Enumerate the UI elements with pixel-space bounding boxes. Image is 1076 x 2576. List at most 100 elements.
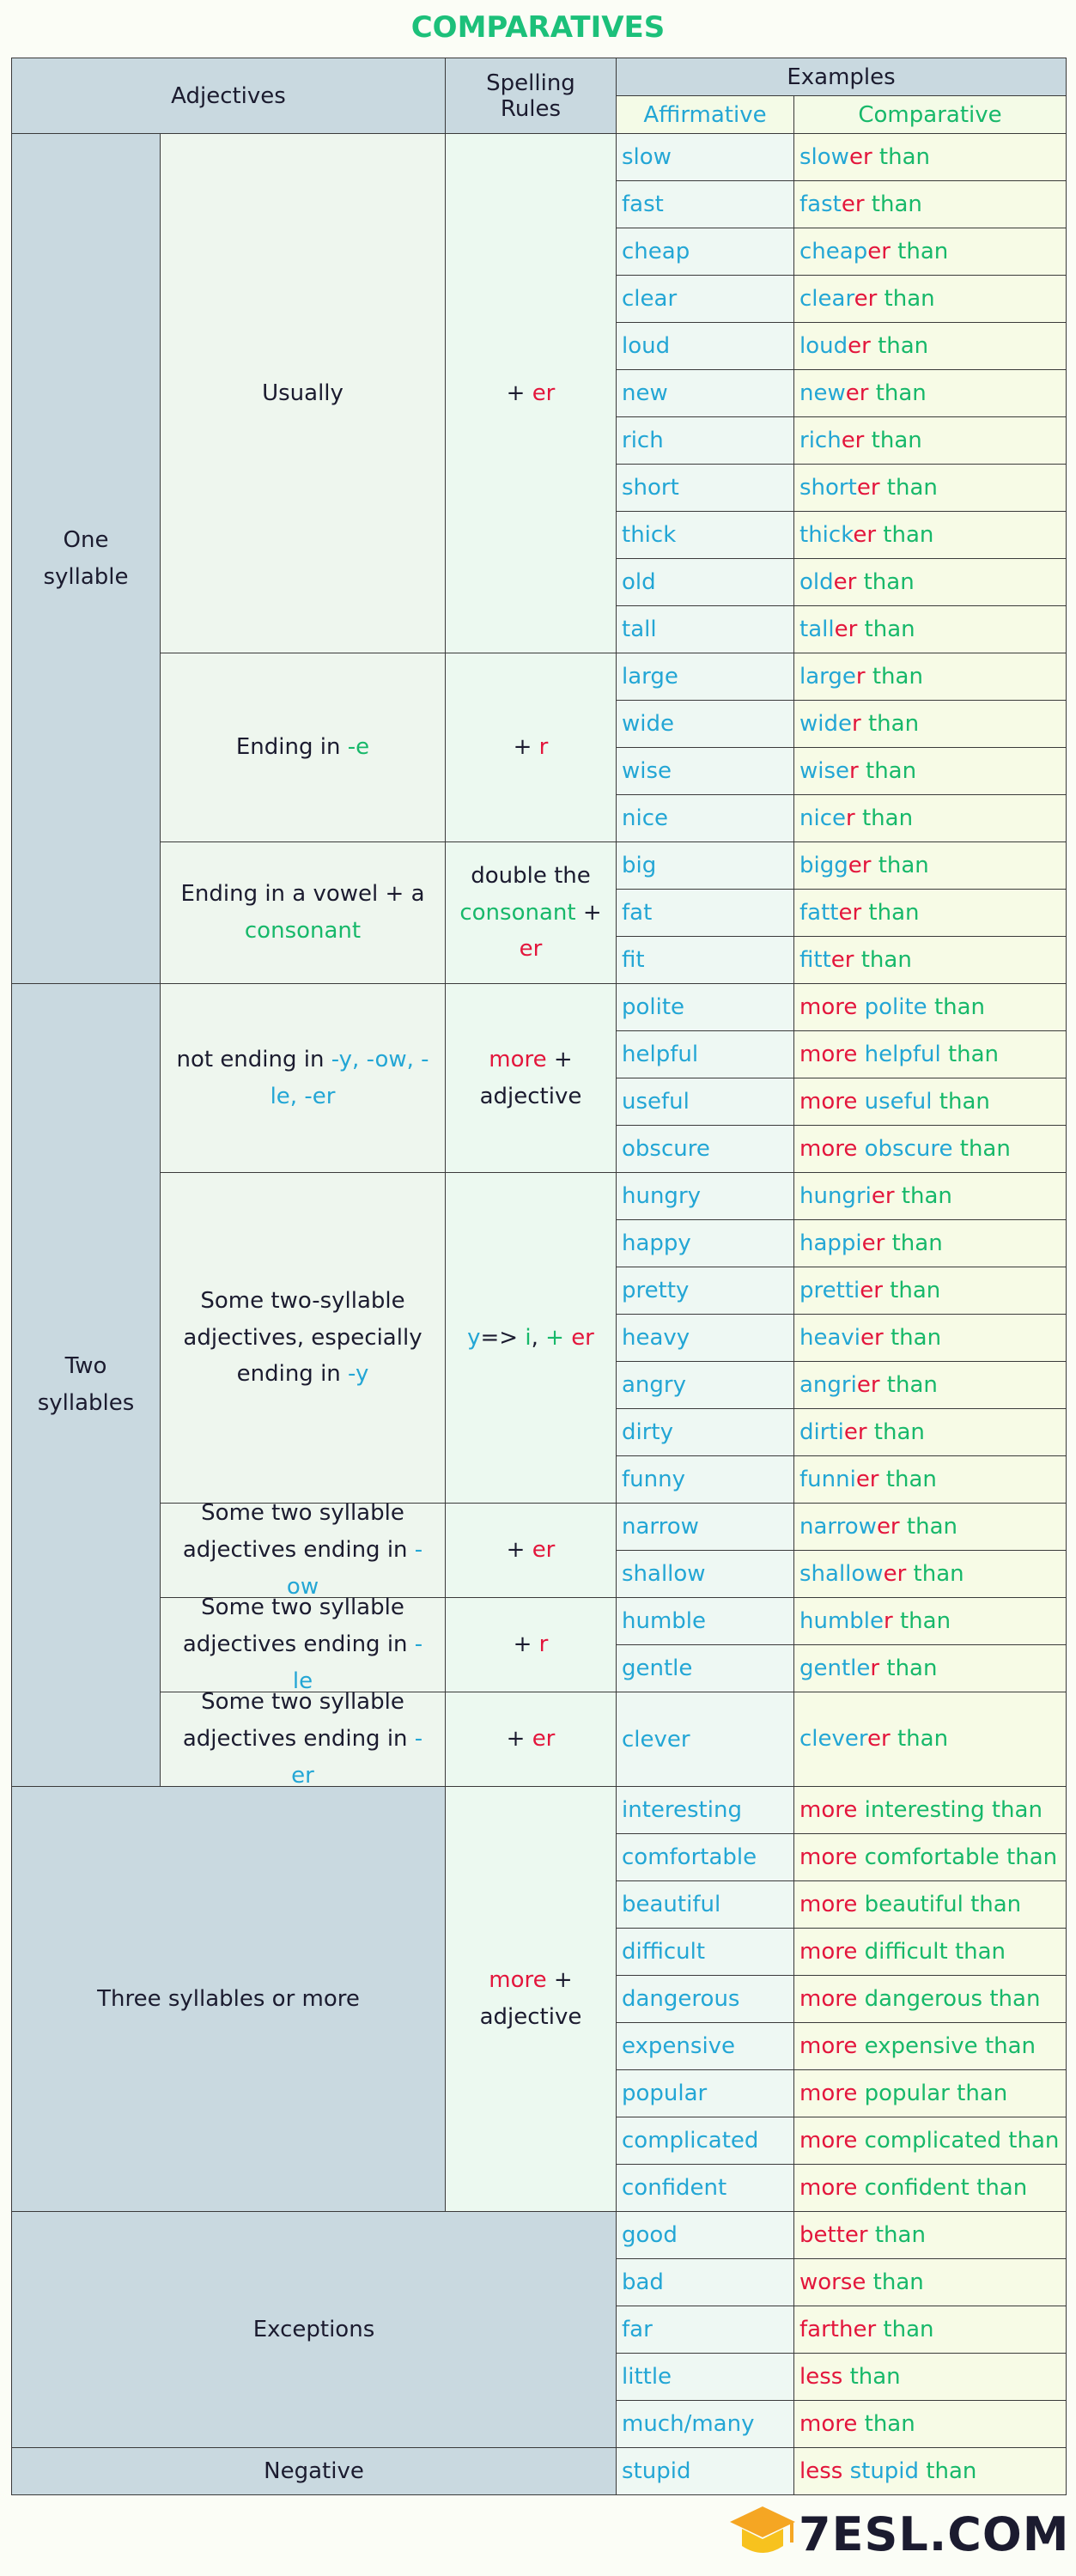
subgroup-label-cell: not ending in -y, -ow, -le, -er xyxy=(160,983,446,1173)
affirmative-cell: humble xyxy=(616,1597,794,1645)
affirmative-text: clear xyxy=(622,286,678,312)
text-part: wise xyxy=(799,757,850,784)
header-cell: Adjectives xyxy=(11,58,446,134)
text-part: er xyxy=(848,852,872,878)
text-part: er xyxy=(855,1466,879,1492)
rule-text: double the consonant + er xyxy=(456,858,605,969)
comparative-cell: wiser than xyxy=(793,747,1067,795)
text-part: than xyxy=(879,474,938,501)
affirmative-text: humble xyxy=(622,1608,707,1634)
text-part: than xyxy=(940,1041,1000,1067)
group-label-cell: Exceptions xyxy=(11,2211,617,2448)
rule-text: + er xyxy=(507,375,556,412)
text-part: than xyxy=(868,380,927,406)
comparative-cell: happier than xyxy=(793,1219,1067,1267)
comparative-text: bigger than xyxy=(799,848,929,884)
subgroup-label-cell: Some two syllable adjectives ending in -… xyxy=(160,1689,446,1789)
group-label-cell: Three syllables or more xyxy=(11,1786,446,2212)
text-part: more xyxy=(799,1985,865,2012)
text-part: more xyxy=(799,2174,865,2201)
affirmative-text: angry xyxy=(622,1372,686,1398)
text-part: than xyxy=(864,191,922,217)
comparative-text: more interesting than xyxy=(799,1792,1043,1829)
text-part: useful xyxy=(864,1088,933,1115)
text-part: more xyxy=(799,2410,858,2437)
comparative-cell: narrower than xyxy=(793,1503,1067,1551)
comparative-cell: shorter than xyxy=(793,464,1067,512)
comparative-cell: thicker than xyxy=(793,511,1067,559)
affirmative-cell: fit xyxy=(616,936,794,984)
text-part: pretti xyxy=(799,1277,860,1303)
comparative-text: wider than xyxy=(799,706,919,743)
text-part: , xyxy=(531,1324,546,1351)
text-part: slow xyxy=(799,143,849,170)
text-part: better xyxy=(799,2221,868,2248)
comparative-cell: slower than xyxy=(793,133,1067,181)
text-part: er xyxy=(853,521,877,548)
affirmative-text: cheap xyxy=(622,239,690,264)
subgroup-label: not ending in -y, -ow, -le, -er xyxy=(174,1042,432,1115)
text-part: + xyxy=(506,1726,532,1753)
text-part: helpful xyxy=(864,1041,941,1067)
affirmative-cell: thick xyxy=(616,511,794,559)
text-part: than xyxy=(858,757,917,784)
text-part: than xyxy=(857,2410,915,2437)
affirmative-cell: stupid xyxy=(616,2447,794,2495)
affirmative-text: loud xyxy=(622,333,671,359)
text-part: than xyxy=(927,993,986,1020)
text-part: than xyxy=(963,1891,1022,1917)
text-part: er xyxy=(845,380,869,406)
text-part: er xyxy=(841,191,865,217)
comparative-cell: dirtier than xyxy=(793,1408,1067,1456)
text-part: r xyxy=(849,757,859,784)
affirmative-cell: loud xyxy=(616,322,794,370)
header-cell: Examples xyxy=(616,58,1067,96)
affirmative-text: difficult xyxy=(622,1939,706,1965)
text-part: difficult xyxy=(864,1938,948,1965)
affirmative-text: fit xyxy=(622,947,645,973)
rule-cell: y=> i, + er xyxy=(445,1172,617,1504)
text-part: narrow xyxy=(799,1513,877,1540)
rule-text: + er xyxy=(507,1532,556,1569)
text-part: Ending in a vowel + a xyxy=(180,881,432,908)
text-part: loud xyxy=(799,332,848,359)
text-part: er xyxy=(861,1230,885,1256)
text-part: y xyxy=(467,1324,481,1351)
text-part: er xyxy=(860,1277,883,1303)
text-part: than xyxy=(879,1371,938,1398)
affirmative-text: wise xyxy=(622,758,672,784)
affirmative-cell: angry xyxy=(616,1361,794,1409)
comparative-text: shallower than xyxy=(799,1556,964,1593)
affirmative-cell: polite xyxy=(616,983,794,1031)
text-part: Some two syllable adjectives ending in xyxy=(182,1689,415,1753)
subgroup-label-cell: Ending in -e xyxy=(160,653,446,842)
comparative-cell: more helpful than xyxy=(793,1030,1067,1078)
comparative-cell: faster than xyxy=(793,180,1067,228)
affirmative-cell: old xyxy=(616,558,794,606)
affirmative-text: polite xyxy=(622,994,685,1020)
affirmative-cell: short xyxy=(616,464,794,512)
text-part: than xyxy=(879,1655,938,1681)
comparative-cell: humbler than xyxy=(793,1597,1067,1645)
comparative-text: more expensive than xyxy=(799,2028,1036,2065)
group-label: Two syllables xyxy=(34,1348,137,1422)
affirmative-text: good xyxy=(622,2222,678,2248)
text-part: er xyxy=(883,1560,907,1587)
comparative-cell: more than xyxy=(793,2400,1067,2448)
subgroup-label-cell: Some two syllable adjectives ending in -… xyxy=(160,1500,446,1600)
text-part: than xyxy=(890,238,949,264)
affirmative-cell: difficult xyxy=(616,1928,794,1976)
header-text: Affirmative xyxy=(643,101,767,128)
subgroup-label: Some two syllable adjectives ending in -… xyxy=(174,1684,432,1795)
comparative-cell: more beautiful than xyxy=(793,1880,1067,1929)
affirmative-text: stupid xyxy=(622,2458,691,2484)
logo-text: 7ESL.COM xyxy=(799,2507,1070,2561)
text-part: wide xyxy=(799,710,852,737)
affirmative-cell: complicated xyxy=(616,2117,794,2165)
text-part: One syllable xyxy=(43,526,129,590)
affirmative-cell: clever xyxy=(616,1692,794,1787)
comparative-cell: farther than xyxy=(793,2306,1067,2354)
rule-text: more + adjective xyxy=(456,1962,605,2036)
text-part: funni xyxy=(799,1466,856,1492)
affirmative-text: hungry xyxy=(622,1183,702,1209)
